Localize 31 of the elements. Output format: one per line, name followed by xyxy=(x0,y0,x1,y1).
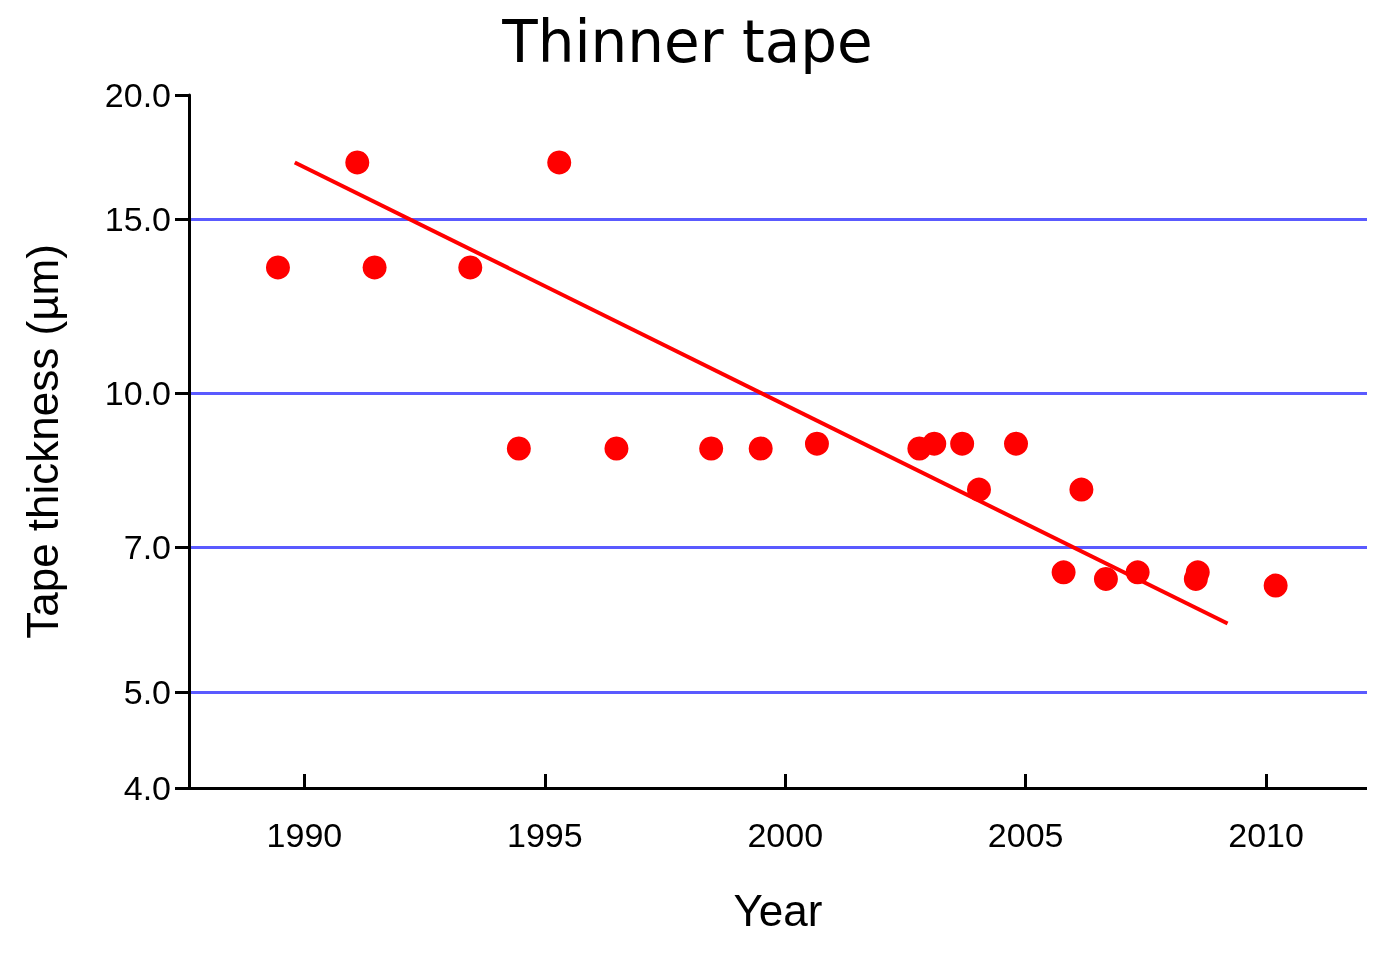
point xyxy=(362,255,387,280)
y-tick-label: 10.0 xyxy=(104,374,171,413)
point xyxy=(1051,560,1076,585)
point xyxy=(1004,431,1028,456)
y-tick-label: 7.0 xyxy=(123,528,171,567)
chart-title: Thinner tape xyxy=(501,8,873,76)
point xyxy=(804,431,829,456)
x-tick-label: 1995 xyxy=(506,816,583,854)
point xyxy=(1263,573,1288,598)
point xyxy=(458,255,483,280)
x-tick-label: 1990 xyxy=(266,816,343,854)
point xyxy=(748,436,773,461)
y-tick-label: 5.0 xyxy=(123,672,171,711)
point xyxy=(547,150,572,175)
point xyxy=(922,431,947,456)
point xyxy=(1093,566,1118,591)
point xyxy=(604,436,629,461)
y-tick-label: 4.0 xyxy=(123,769,171,807)
point xyxy=(506,436,531,461)
point xyxy=(1069,477,1094,502)
point xyxy=(950,431,975,456)
x-tick-label: 2000 xyxy=(747,816,824,854)
y-tick-label: 20.0 xyxy=(104,76,171,114)
point xyxy=(265,255,290,280)
y-tick-label: 15.0 xyxy=(104,199,171,238)
x-tick-label: 2005 xyxy=(987,816,1064,854)
y-axis-title: Tape thickness (µm) xyxy=(17,244,67,639)
x-axis-title: Year xyxy=(733,885,823,935)
x-tick-label: 2010 xyxy=(1228,816,1304,854)
point xyxy=(699,436,724,461)
point xyxy=(345,150,370,175)
